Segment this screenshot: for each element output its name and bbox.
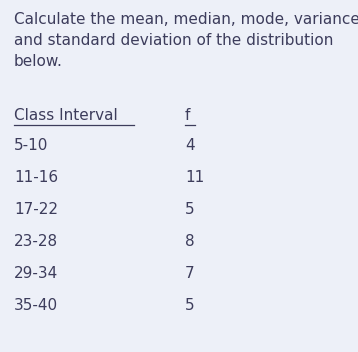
Text: f: f xyxy=(185,108,190,123)
Text: 35-40: 35-40 xyxy=(14,298,58,313)
Text: 23-28: 23-28 xyxy=(14,234,58,249)
Text: Class Interval: Class Interval xyxy=(14,108,118,123)
Text: 7: 7 xyxy=(185,266,195,281)
Text: 17-22: 17-22 xyxy=(14,202,58,217)
Text: 29-34: 29-34 xyxy=(14,266,58,281)
Text: 8: 8 xyxy=(185,234,195,249)
Text: 4: 4 xyxy=(185,138,195,153)
Text: Calculate the mean, median, mode, variance
and standard deviation of the distrib: Calculate the mean, median, mode, varian… xyxy=(14,12,358,69)
Text: 5-10: 5-10 xyxy=(14,138,48,153)
Text: 11-16: 11-16 xyxy=(14,170,58,185)
Text: 5: 5 xyxy=(185,202,195,217)
Text: 5: 5 xyxy=(185,298,195,313)
Text: 11: 11 xyxy=(185,170,204,185)
